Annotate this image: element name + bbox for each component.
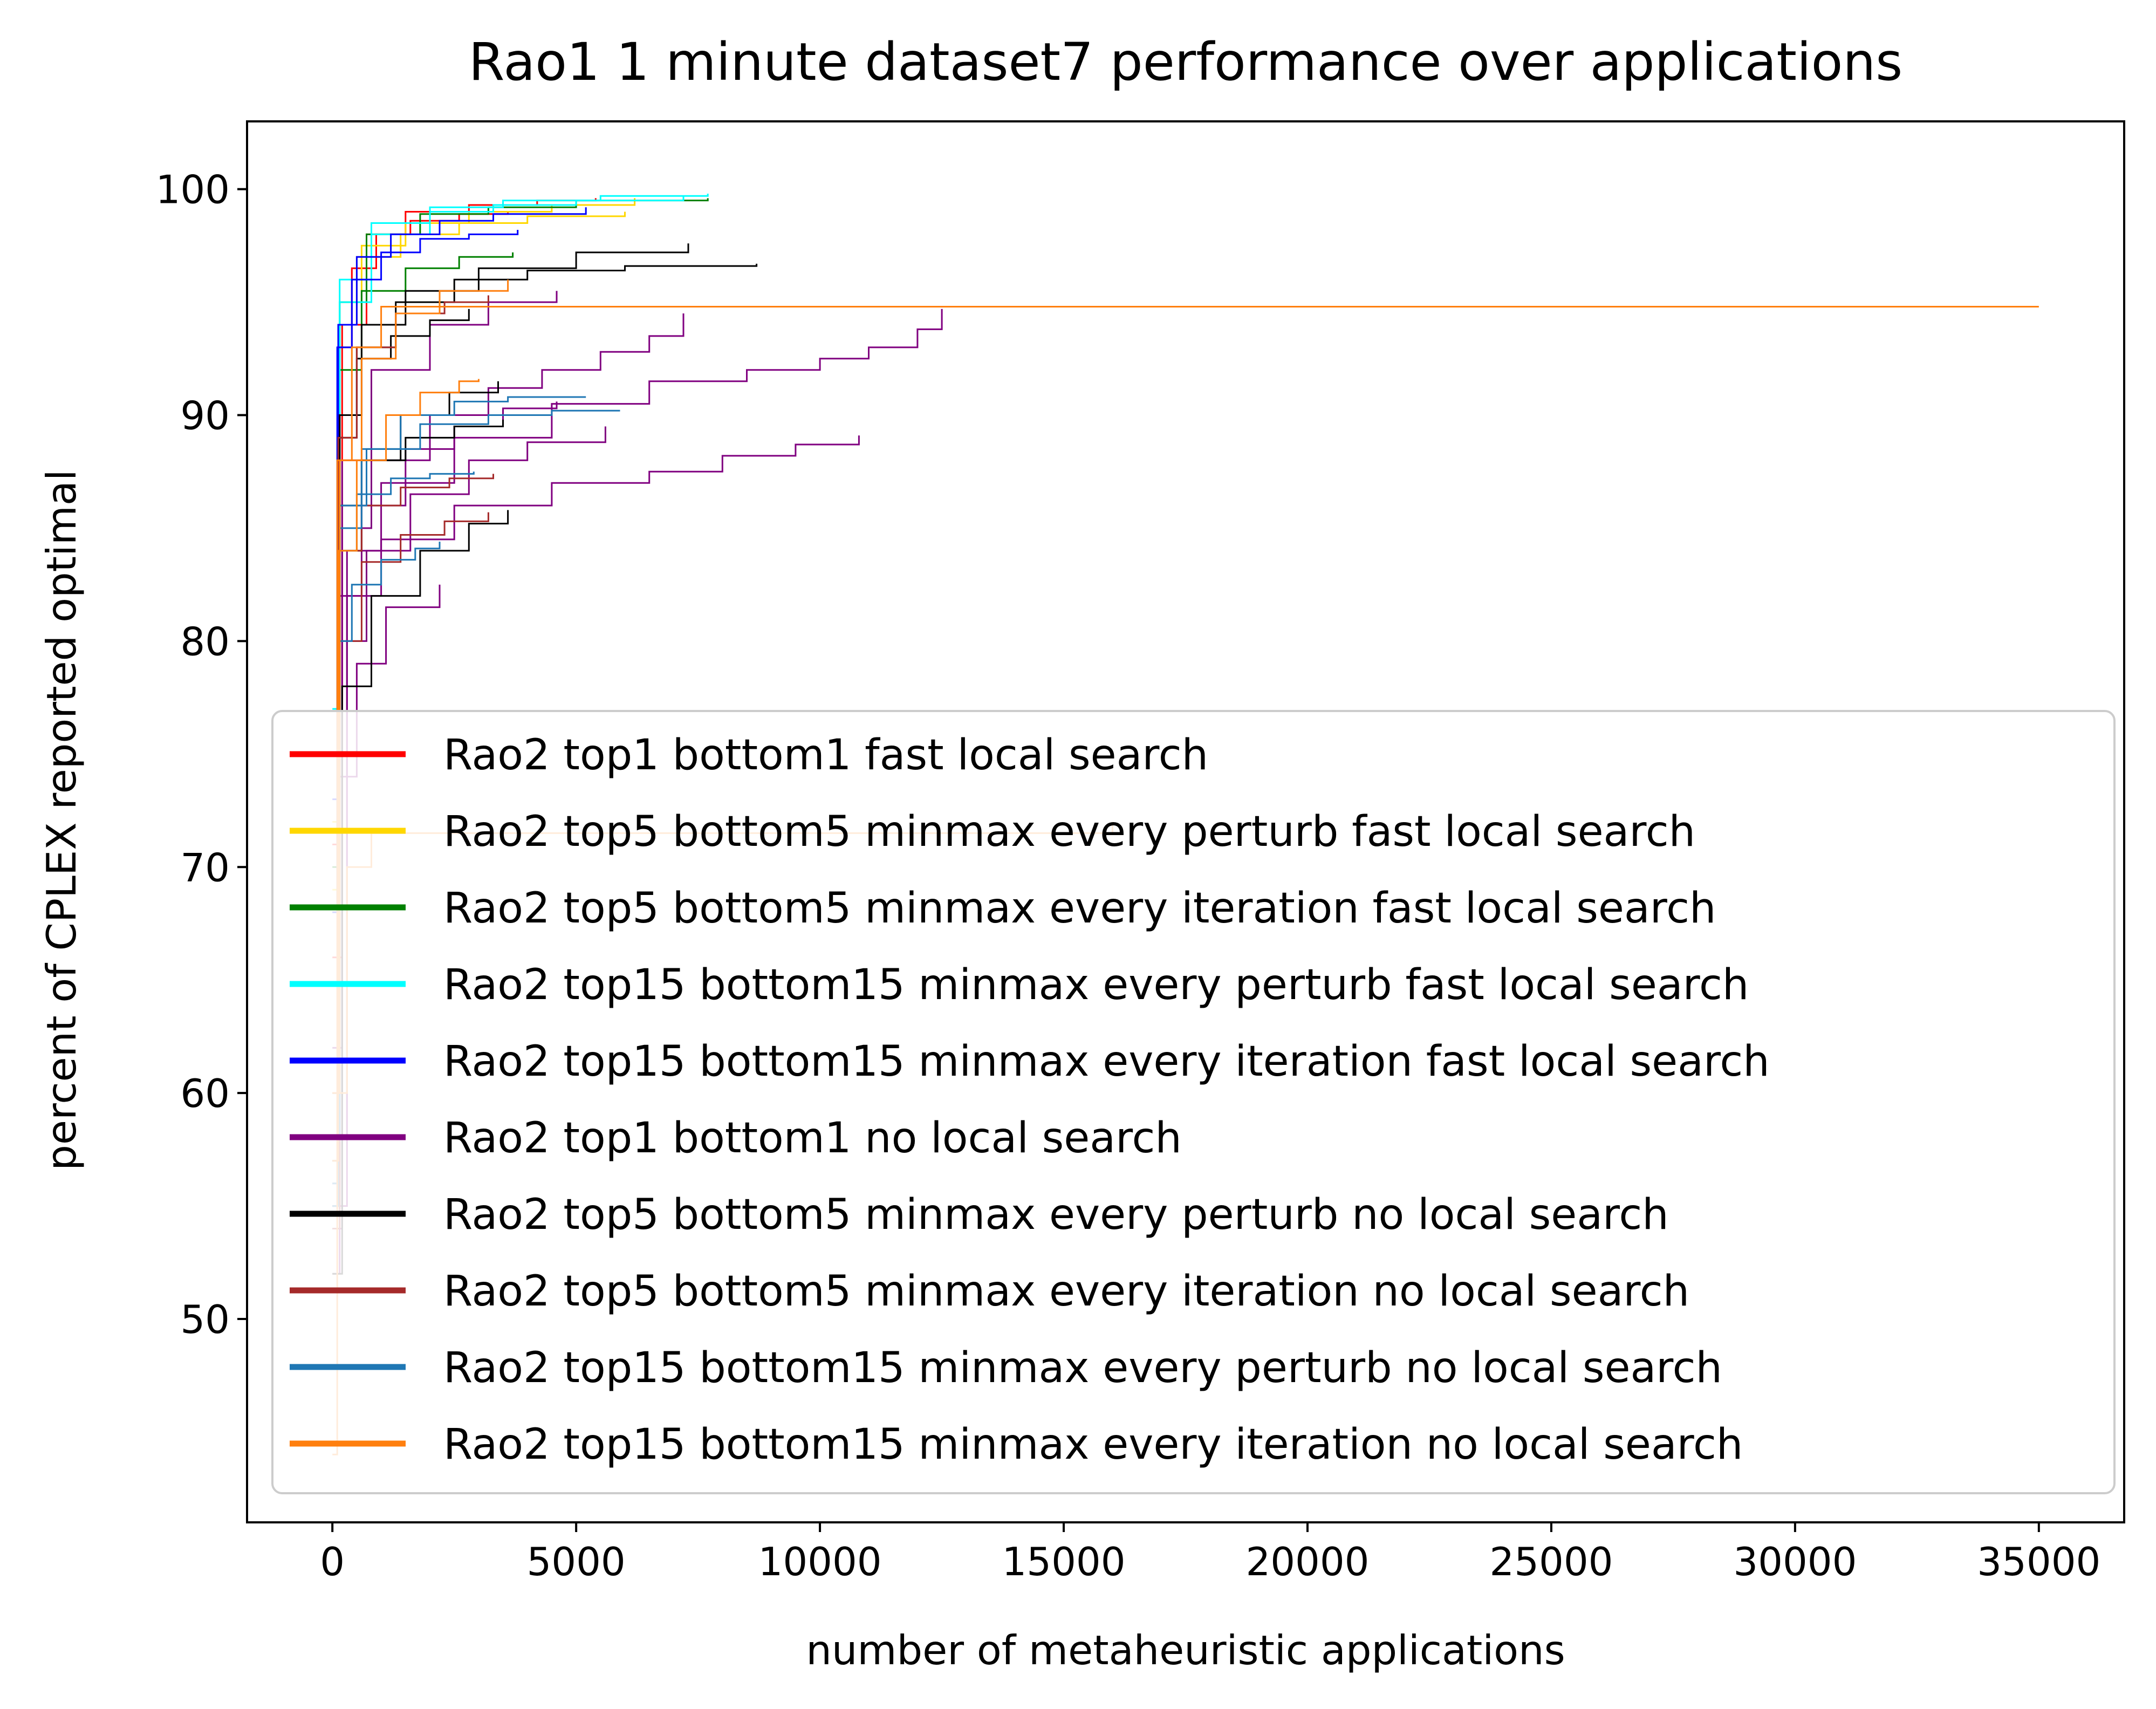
y-tick-label: 70 [180, 845, 230, 890]
y-tick-label: 60 [180, 1071, 230, 1116]
legend-label: Rao2 top5 bottom5 minmax every perturb f… [443, 808, 1695, 856]
legend-label: Rao2 top1 bottom1 fast local search [443, 731, 1208, 780]
legend-label: Rao2 top5 bottom5 minmax every perturb n… [443, 1191, 1669, 1239]
series-5-run-1-line [332, 435, 860, 1207]
legend-entries: Rao2 top1 bottom1 fast local search Rao2 … [290, 731, 1770, 1469]
series-4-run-1-line [332, 230, 519, 913]
x-tick-label: 15000 [1002, 1539, 1126, 1584]
y-tick-label: 100 [156, 167, 230, 213]
legend-label: Rao2 top5 bottom5 minmax every iteration… [443, 884, 1716, 933]
legend-label: Rao2 top15 bottom15 minmax every perturb… [443, 961, 1749, 1009]
legend-label: Rao2 top15 bottom15 minmax every perturb… [443, 1344, 1722, 1392]
x-tick-label: 0 [320, 1539, 345, 1584]
y-axis-label: percent of CPLEX reported optimal [38, 469, 85, 1170]
x-axis: 0 5000 10000 15000 20000 25000 30000 35000 [320, 1522, 2100, 1584]
x-tick-label: 30000 [1733, 1539, 1857, 1584]
series-9-run-2-line [332, 279, 509, 1094]
x-tick-label: 20000 [1245, 1539, 1369, 1584]
series-lines [332, 194, 2039, 1455]
plot-frame [246, 120, 2125, 1523]
y-tick-label: 90 [180, 393, 230, 439]
y-axis: 50 60 70 80 90 100 [156, 167, 247, 1342]
legend-label: Rao2 top5 bottom5 minmax every iteration… [443, 1267, 1689, 1316]
x-tick-label: 35000 [1977, 1539, 2100, 1584]
series-9-run-1-line [332, 379, 480, 1162]
y-tick-label: 80 [180, 619, 230, 664]
y-tick-label: 50 [180, 1297, 230, 1342]
x-tick-label: 10000 [758, 1539, 882, 1584]
chart-title: Rao1 1 minute dataset7 performance over … [469, 32, 1902, 92]
series-4-run-0-line [332, 207, 587, 801]
x-axis-label: number of metaheuristic applications [806, 1626, 1565, 1674]
legend-box [271, 710, 2116, 1494]
legend-label: Rao2 top15 bottom15 minmax every iterati… [443, 1420, 1743, 1469]
legend-label: Rao2 top15 bottom15 minmax every iterati… [443, 1037, 1770, 1086]
x-tick-label: 25000 [1489, 1539, 1613, 1584]
legend-label: Rao2 top1 bottom1 no local search [443, 1114, 1182, 1163]
legend: Rao2 top1 bottom1 fast local search Rao2 … [271, 710, 2116, 1494]
series-3-run-0-line [332, 194, 709, 710]
series-3-run-1-line [332, 196, 685, 755]
x-tick-label: 5000 [527, 1539, 626, 1584]
series-5-run-0-line [332, 309, 943, 1139]
